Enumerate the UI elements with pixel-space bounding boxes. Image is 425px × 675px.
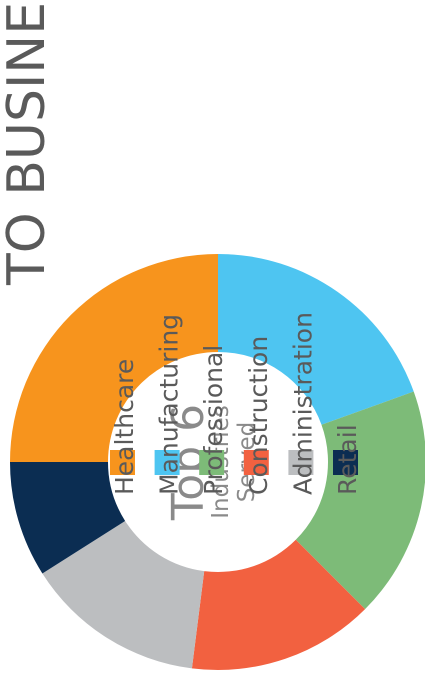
legend-label: Manufacturing: [155, 314, 184, 495]
donut-slice: [10, 462, 126, 574]
donut-slice: [295, 391, 425, 610]
legend-label: Construction: [244, 336, 273, 495]
donut: [10, 254, 425, 671]
chart-title: TO BUSINESSI: [0, 0, 57, 286]
donut-slice: [10, 254, 218, 462]
legend-label: Professional: [199, 345, 228, 495]
rotated-content: TO BUSINESSI Top 6 Industries Served Hea…: [0, 0, 362, 521]
legend-swatch: [154, 450, 180, 475]
legend-swatch: [199, 450, 225, 475]
donut-slice: [42, 520, 205, 669]
legend-swatch: [333, 450, 358, 475]
legend-label: Healthcare: [110, 359, 139, 495]
legend-swatch: [288, 450, 314, 475]
donut-slice: [218, 254, 414, 425]
legend-swatch: [243, 450, 269, 475]
legend-swatch: [110, 450, 135, 475]
legend-label: Retail: [333, 424, 362, 495]
donut-slice: [191, 539, 366, 671]
legend-label: Administration: [288, 312, 317, 495]
